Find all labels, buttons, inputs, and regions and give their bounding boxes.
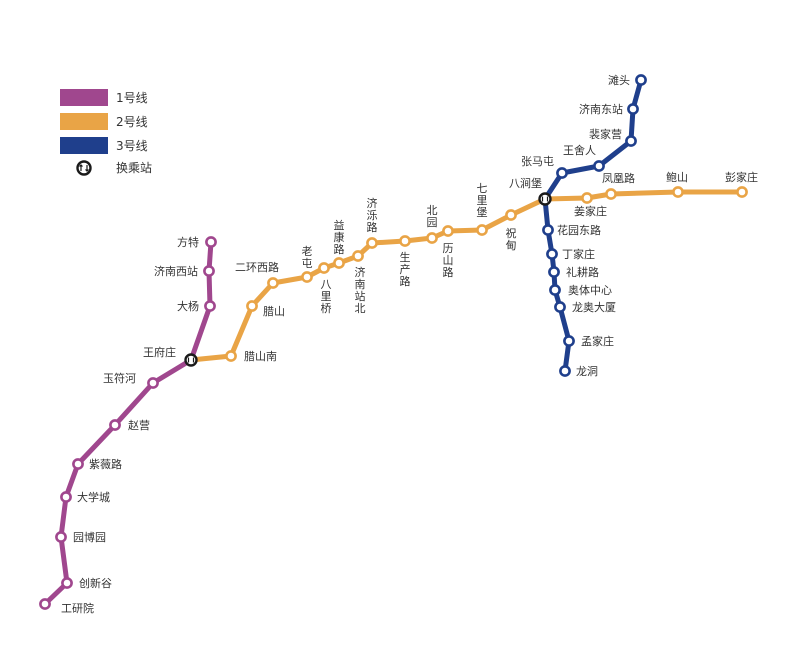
station-label-jinanxi: 济南西站	[154, 264, 198, 278]
station-huayuandonglu[interactable]	[542, 224, 554, 236]
station-label-daxuecheng: 大学城	[77, 490, 110, 504]
station-lashannan[interactable]	[225, 350, 237, 362]
station-shengchanlu[interactable]	[399, 235, 411, 247]
station-longaodasha[interactable]	[554, 301, 566, 313]
station-jiluolu[interactable]	[366, 237, 378, 249]
station-qilipu[interactable]	[476, 224, 488, 236]
station-label-yuanboyuan: 园博园	[73, 531, 106, 544]
legend-label-line1: 1号线	[116, 91, 148, 105]
station-label-dingjiazhuang: 丁家庄	[562, 247, 595, 261]
station-peijiaying[interactable]	[625, 135, 637, 147]
station-zhudian[interactable]	[505, 209, 517, 221]
station-label-fenghuanglu: 凤凰路	[602, 172, 635, 185]
station-baliqiao[interactable]	[318, 262, 330, 274]
station-yikanglu[interactable]	[333, 257, 345, 269]
lines-layer	[42, 77, 745, 607]
station-gongyanyuan[interactable]	[39, 598, 51, 610]
station-label-beiyuan: 北园	[427, 204, 438, 229]
station-label-fangte: 方特	[177, 235, 199, 249]
station-label-qilipu: 七里堡	[477, 182, 488, 219]
station-beiyuan[interactable]	[426, 232, 438, 244]
station-label-peijiaying: 裴家营	[589, 127, 622, 141]
station-label-jinandong: 济南东站	[579, 102, 623, 116]
station-zhaoying[interactable]	[109, 419, 121, 431]
station-label-lishanlu: 历山路	[443, 242, 454, 279]
station-label-huayuandonglu: 花园东路	[557, 224, 601, 237]
station-ligenglu[interactable]	[548, 266, 560, 278]
station-lashan[interactable]	[246, 300, 258, 312]
station-label-zhaoying: 赵营	[128, 418, 150, 432]
station-label-shengchanlu: 生产路	[400, 250, 411, 288]
station-label-longdong: 龙洞	[576, 365, 598, 378]
station-chuangxingu[interactable]	[61, 577, 73, 589]
station-yuanboyuan[interactable]	[55, 531, 67, 543]
station-label-baliqiao: 八里桥	[321, 278, 332, 315]
stations-layer	[39, 74, 748, 610]
station-label-laotun: 老屯	[302, 245, 313, 270]
station-daxuecheng[interactable]	[60, 491, 72, 503]
legend-label-transfer: 换乘站	[116, 161, 152, 175]
station-label-lashannan: 腊山南	[244, 350, 277, 363]
station-aotizhongxin[interactable]	[549, 284, 561, 296]
station-label-zhudian: 祝甸	[506, 226, 517, 252]
station-longdong[interactable]	[559, 365, 571, 377]
transfer-station-badongpu[interactable]	[538, 192, 552, 206]
station-label-tantou: 滩头	[608, 73, 630, 87]
transfer-station-wangfuzhuang[interactable]	[184, 353, 198, 367]
legend-swatch-line2	[60, 113, 108, 130]
station-label-wangsheren: 王舍人	[563, 143, 596, 157]
legend-swatch-line1	[60, 89, 108, 106]
line2-route	[188, 189, 745, 363]
station-label-aotizhongxin: 奥体中心	[568, 283, 612, 297]
station-pengjiazhuang[interactable]	[736, 186, 748, 198]
station-fenghuanglu[interactable]	[605, 188, 617, 200]
transfer-icon	[76, 160, 92, 176]
station-label-zhangmatun: 张马屯	[521, 155, 554, 168]
station-jiangjiazhuang[interactable]	[581, 192, 593, 204]
station-jinanxi[interactable]	[203, 265, 215, 277]
station-erhuanxilu[interactable]	[267, 277, 279, 289]
station-label-baoshan: 鲍山	[666, 170, 688, 184]
station-label-ziweilu: 紫薇路	[89, 458, 122, 471]
legend-swatch-line3	[60, 137, 108, 154]
station-tantou[interactable]	[635, 74, 647, 86]
legend: 1号线 2号线 3号线 换乘站	[60, 89, 152, 176]
station-dayang[interactable]	[204, 300, 216, 312]
station-label-yufuhe: 玉符河	[103, 372, 136, 385]
station-wangsheren[interactable]	[593, 160, 605, 172]
station-laotun[interactable]	[301, 271, 313, 283]
station-dingjiazhuang[interactable]	[546, 248, 558, 260]
station-ziweilu[interactable]	[72, 458, 84, 470]
station-label-mengjiazhuang: 孟家庄	[581, 334, 614, 348]
station-label-ligenglu: 礼耕路	[566, 265, 599, 279]
station-label-dayang: 大杨	[177, 299, 199, 313]
station-fangte[interactable]	[205, 236, 217, 248]
station-label-badongpu: 八涧堡	[509, 176, 542, 190]
station-label-jiluolu: 济泺路	[367, 196, 378, 234]
station-zhangmatun[interactable]	[556, 167, 568, 179]
legend-label-line3: 3号线	[116, 139, 148, 153]
station-label-lashan: 腊山	[263, 305, 285, 318]
station-jinandong[interactable]	[627, 103, 639, 115]
station-label-jiangjiazhuang: 姜家庄	[574, 204, 607, 218]
station-label-longaodasha: 龙奥大厦	[572, 300, 616, 314]
legend-label-line2: 2号线	[116, 115, 148, 129]
station-label-erhuanxilu: 二环西路	[235, 261, 279, 274]
station-label-jinanzhanbei: 济南站北	[355, 265, 366, 315]
station-mengjiazhuang[interactable]	[563, 335, 575, 347]
station-label-chuangxingu: 创新谷	[79, 576, 112, 590]
station-baoshan[interactable]	[672, 186, 684, 198]
station-label-gongyanyuan: 工研院	[61, 601, 94, 615]
station-yufuhe[interactable]	[147, 377, 159, 389]
station-label-yikanglu: 益康路	[334, 218, 345, 256]
station-lishanlu[interactable]	[442, 225, 454, 237]
station-label-pengjiazhuang: 彭家庄	[725, 170, 758, 184]
station-jinanzhanbei[interactable]	[352, 250, 364, 262]
station-label-wangfuzhuang: 王府庄	[143, 345, 176, 359]
